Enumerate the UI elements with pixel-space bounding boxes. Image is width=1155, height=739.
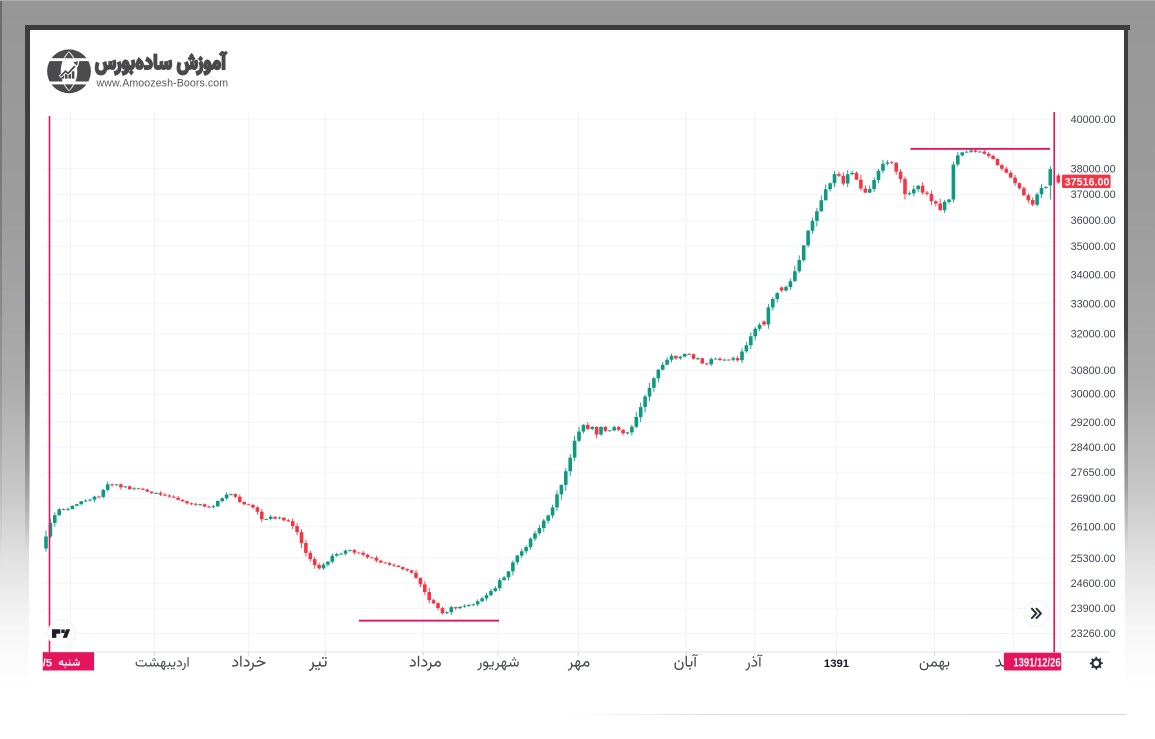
svg-text:37000.00: 37000.00 — [1071, 189, 1116, 201]
svg-text:30800.00: 30800.00 — [1071, 365, 1116, 377]
svg-text:37516.00: 37516.00 — [1065, 176, 1110, 188]
svg-text:34000.00: 34000.00 — [1071, 269, 1116, 281]
svg-text:32000.00: 32000.00 — [1071, 329, 1116, 341]
svg-text:26900.00: 26900.00 — [1071, 493, 1116, 505]
svg-text:/5: /5 — [43, 657, 52, 669]
svg-text:26100.00: 26100.00 — [1071, 522, 1116, 534]
svg-text:1391/12/26: 1391/12/26 — [1013, 656, 1061, 669]
svg-text:35000.00: 35000.00 — [1071, 241, 1116, 253]
svg-text:25300.00: 25300.00 — [1071, 553, 1116, 565]
svg-text:24600.00: 24600.00 — [1071, 578, 1116, 590]
svg-text:1391: 1391 — [824, 658, 849, 670]
svg-text:23260.00: 23260.00 — [1071, 628, 1116, 640]
svg-text:36000.00: 36000.00 — [1071, 215, 1116, 227]
svg-text:40000.00: 40000.00 — [1071, 114, 1116, 126]
svg-text:38000.00: 38000.00 — [1071, 163, 1116, 175]
svg-text:29200.00: 29200.00 — [1071, 417, 1116, 429]
svg-text:23900.00: 23900.00 — [1071, 603, 1116, 615]
svg-text:28400.00: 28400.00 — [1071, 442, 1116, 454]
svg-text:27650.00: 27650.00 — [1071, 467, 1116, 479]
svg-text:30000.00: 30000.00 — [1071, 389, 1116, 401]
svg-text:www.Amoozesh-Boors.com: www.Amoozesh-Boors.com — [96, 78, 229, 90]
svg-text:33000.00: 33000.00 — [1071, 299, 1116, 311]
